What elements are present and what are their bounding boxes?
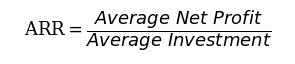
Text: $\mathregular{ARR} = \dfrac{\mathit{Average\ Net\ Profit}}{\mathit{Average\ Inve: $\mathregular{ARR} = \dfrac{\mathit{Aver…	[24, 8, 271, 53]
